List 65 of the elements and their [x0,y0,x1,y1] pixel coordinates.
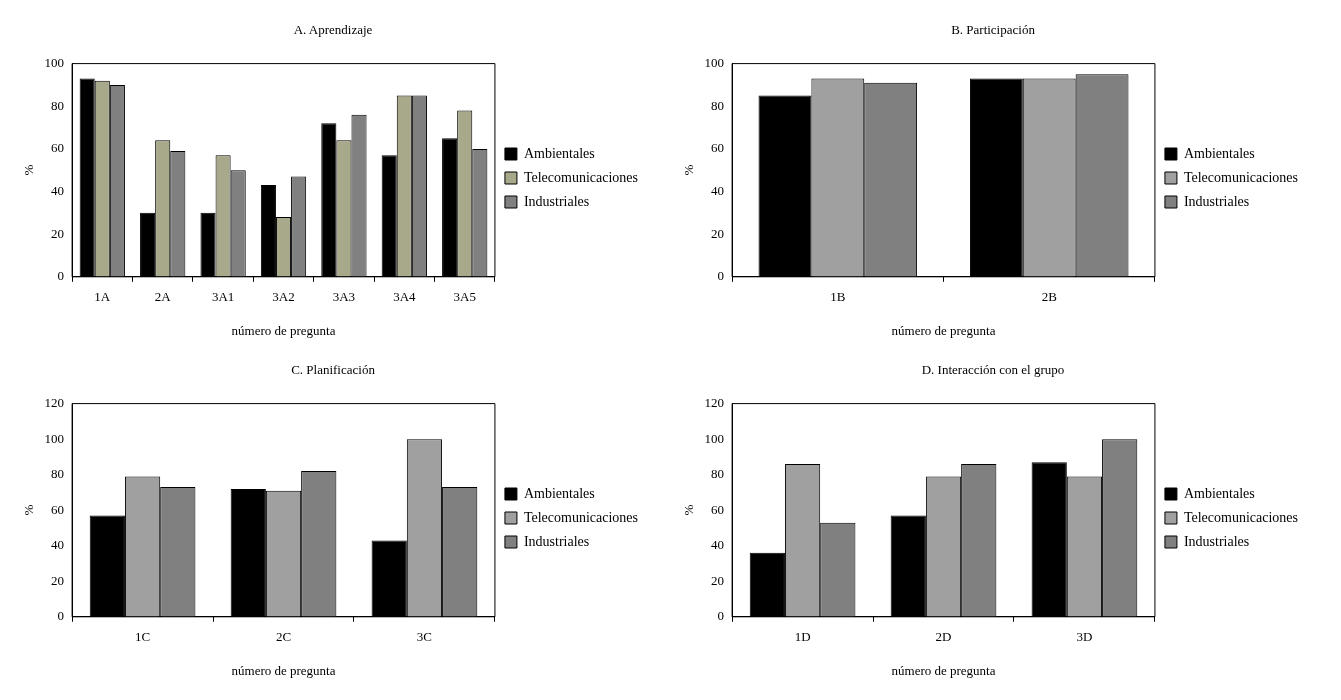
y-tick-label: 80 [51,97,65,113]
y-tick-label: 80 [711,466,725,482]
legend-label: Ambientales [1183,145,1255,161]
x-tick-label: 3A4 [393,289,417,305]
y-tick-label: 40 [711,182,725,198]
legend-label: Industriales [523,193,590,209]
y-tick-label: 100 [44,55,65,71]
y-tick-label: 40 [711,537,725,553]
legend-label: Telecomunicaciones [1183,509,1298,525]
x-tick-label: 1B [830,289,846,305]
chart-title: D. Interacción con el grupo [921,362,1065,378]
y-tick-label: 100 [44,430,65,446]
x-tick-label: 3A1 [211,289,235,305]
y-tick-label: 0 [717,608,725,624]
x-tick-label: 1A [94,289,111,305]
x-tick-label: 3A3 [332,289,356,305]
y-axis-title: % [21,504,37,516]
x-tick-label: 2A [154,289,172,305]
x-tick-label: 3D [1076,629,1093,645]
y-axis-title: % [681,164,697,176]
x-axis-title: número de pregunta [231,322,336,338]
x-tick-label: 2C [275,629,292,645]
legend-label: Telecomunicaciones [523,169,638,185]
y-axis-title: % [681,504,697,516]
y-tick-label: 80 [51,466,65,482]
y-tick-label: 60 [711,501,725,517]
y-tick-label: 100 [704,430,725,446]
y-tick-label: 20 [51,572,65,588]
x-axis-title: número de pregunta [891,322,996,338]
y-tick-label: 20 [711,225,725,241]
y-tick-label: 80 [711,97,725,113]
x-tick-label: 1C [134,629,151,645]
legend-label: Telecomunicaciones [1183,169,1298,185]
legend-label: Ambientales [523,145,595,161]
x-tick-label: 1D [794,629,811,645]
y-tick-label: 20 [711,572,725,588]
y-tick-label: 40 [51,182,65,198]
y-tick-label: 40 [51,537,65,553]
x-axis-title: número de pregunta [891,662,996,678]
y-tick-label: 60 [51,140,65,156]
legend-label: Industriales [523,533,590,549]
legend-label: Industriales [1183,533,1250,549]
y-tick-label: 0 [57,268,65,284]
chart-title: A. Aprendizaje [293,22,373,38]
chart-title: C. Planificación [291,362,376,378]
x-tick-label: 3C [416,629,433,645]
legend-label: Telecomunicaciones [523,509,638,525]
x-axis-title: número de pregunta [231,662,336,678]
y-tick-label: 100 [704,55,725,71]
y-axis-title: % [21,164,37,176]
legend-label: Ambientales [523,485,595,501]
x-tick-label: 2B [1041,289,1058,305]
legend-label: Industriales [1183,193,1250,209]
y-tick-label: 0 [717,268,725,284]
y-tick-label: 0 [57,608,65,624]
x-tick-label: 3A2 [272,289,295,305]
x-tick-label: 3A5 [453,289,476,305]
y-tick-label: 120 [704,395,725,411]
y-tick-label: 60 [711,140,725,156]
x-tick-label: 2D [935,629,952,645]
chart-title: B. Participación [951,22,1036,38]
y-tick-label: 60 [51,501,65,517]
legend-label: Ambientales [1183,485,1255,501]
y-tick-label: 120 [44,395,65,411]
y-tick-label: 20 [51,225,65,241]
